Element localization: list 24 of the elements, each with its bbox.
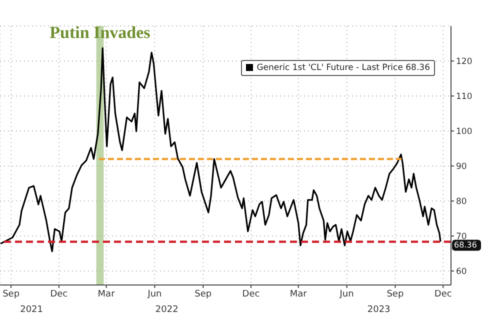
x-tick-label: Dec — [242, 289, 260, 300]
y-tick-label: 80 — [456, 197, 467, 208]
text: 2021 — [19, 305, 44, 315]
band-label: Putin Invades — [50, 23, 151, 42]
y-tick-label: 100 — [456, 127, 472, 138]
x-tick-label: Sep — [386, 289, 404, 300]
x-tick-label: Sep — [2, 289, 20, 300]
x-tick-label: Jun — [146, 289, 162, 300]
text: 2023 — [366, 305, 392, 315]
y-tick-label: 90 — [456, 162, 467, 172]
text: 2022 — [154, 305, 180, 315]
line-series — [0, 47, 442, 252]
x-tick-label: Mar — [98, 289, 116, 300]
y-tick-label: 120 — [456, 57, 472, 68]
x-tick-label: Dec — [50, 289, 68, 300]
x-tick-label: Jun — [338, 289, 354, 300]
x-tick-label: Sep — [194, 289, 212, 300]
legend-label: Generic 1st 'CL' Future - Last Price 68.36 — [256, 62, 430, 72]
x-tick-label: Mar — [290, 289, 308, 300]
y-tick-label: 110 — [456, 92, 472, 102]
y-tick-label: 70 — [456, 232, 467, 242]
ref-line-label: 68.36 — [454, 240, 477, 250]
y-tick-label: 60 — [456, 267, 467, 278]
x-tick-label: Dec — [434, 289, 452, 300]
